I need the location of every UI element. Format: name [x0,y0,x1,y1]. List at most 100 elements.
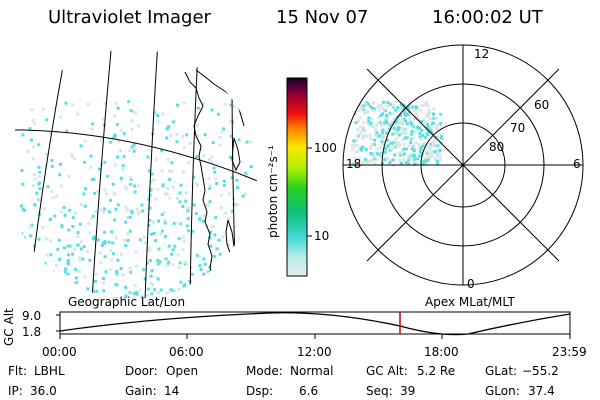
emission-pixel [436,144,440,148]
emission-pixel [101,244,105,248]
emission-pixel [123,296,127,299]
emission-pixel [109,267,113,271]
emission-pixel [369,146,373,150]
emission-pixel [391,164,395,168]
emission-pixel [222,270,226,274]
emission-pixel [214,294,218,297]
emission-pixel [218,136,222,139]
emission-pixel [184,291,188,294]
emission-pixel [135,292,139,296]
emission-pixel [361,145,365,149]
emission-pixel [249,140,253,144]
emission-pixel [196,134,200,138]
emission-pixel [390,147,394,151]
emission-pixel [213,255,217,259]
emission-pixel [145,261,149,265]
emission-pixel [31,145,35,149]
emission-pixel [420,129,424,132]
emission-pixel [184,199,188,203]
emission-pixel [191,229,195,233]
mlat-label-70: 70 [510,121,526,135]
emission-pixel [86,102,90,106]
emission-pixel [130,292,134,296]
emission-pixel [154,197,158,201]
emission-pixel [59,115,63,119]
glon-value: 37.4 [528,384,555,398]
emission-pixel [65,282,68,286]
emission-pixel [26,149,30,153]
emission-pixel [420,104,424,108]
emission-pixel [73,248,77,251]
emission-pixel [413,107,417,111]
emission-pixel [379,114,383,118]
emission-pixel [62,246,66,250]
emission-pixel [38,170,42,174]
emission-pixel [43,262,47,266]
emission-pixel [55,295,58,299]
emission-pixel [50,190,54,194]
emission-pixel [229,281,233,285]
emission-pixel [156,262,160,266]
emission-pixel [35,277,39,281]
emission-pixel [420,120,424,123]
emission-pixel [172,120,175,124]
emission-pixel [361,125,365,129]
emission-pixel [93,279,97,283]
emission-pixel [409,141,413,145]
emission-pixel [37,237,41,241]
emission-pixel [126,239,130,242]
emission-pixel [357,157,361,161]
door-value: Open [166,364,199,378]
emission-pixel [178,191,182,195]
emission-pixel [167,125,171,129]
emission-pixel [81,291,85,294]
emission-pixel [138,288,142,292]
emission-pixel [352,139,356,143]
emission-pixel [20,204,23,208]
emission-pixel [66,244,70,248]
emission-pixel [152,231,156,235]
emission-pixel [419,147,423,151]
emission-pixel [202,272,206,276]
emission-pixel [436,135,440,139]
emission-pixel [418,108,422,112]
emission-pixel [356,119,360,123]
emission-pixel [86,250,89,254]
emission-pixel [28,248,32,252]
emission-pixel [429,125,433,128]
emission-pixel [115,272,119,276]
colorbar-tick-10: 10 [314,229,330,243]
emission-pixel [421,141,425,145]
emission-pixel [113,192,117,196]
emission-pixel [185,224,189,228]
emission-pixel [397,133,401,137]
emission-pixel [388,127,392,131]
emission-pixel [124,285,128,289]
emission-pixel [229,103,233,107]
emission-pixel [224,211,227,215]
emission-pixel [73,267,77,271]
emission-pixel [112,136,116,140]
emission-pixel [145,293,149,297]
emission-pixel [140,203,144,207]
emission-pixel [411,137,415,141]
emission-pixel [156,114,160,118]
emission-pixel [380,124,384,127]
emission-pixel [103,255,107,259]
emission-pixel [228,155,232,159]
emission-pixel [182,101,186,105]
mlat-label-60: 60 [534,98,550,112]
emission-pixel [419,137,423,141]
emission-pixel [408,118,412,121]
mlt-label-18: 18 [346,157,362,171]
emission-pixel [166,187,170,191]
emission-pixel [27,288,31,292]
emission-pixel [383,147,387,151]
emission-pixel [88,258,92,262]
emission-pixel [179,280,183,284]
emission-pixel [56,277,60,281]
emission-pixel [410,132,414,136]
emission-pixel [173,244,177,248]
emission-pixel [171,185,175,189]
emission-pixel [98,167,101,171]
